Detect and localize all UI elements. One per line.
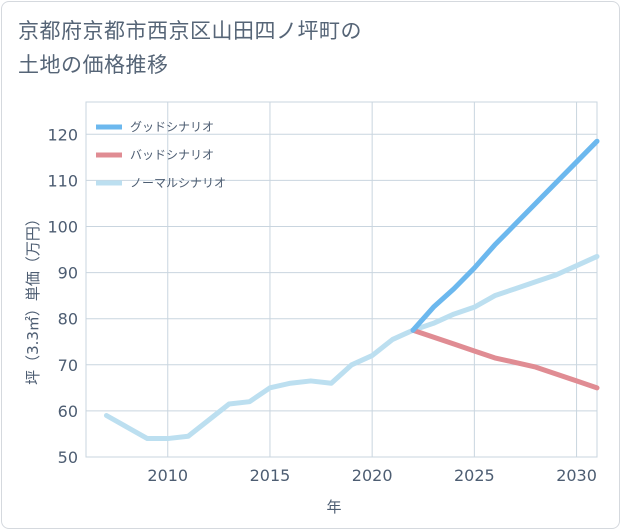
y-tick-label-50: 50 (58, 448, 78, 467)
x-tick-label-2015: 2015 (250, 466, 291, 485)
y-tick-label-60: 60 (58, 402, 78, 421)
chart-title-line2: 土地の価格推移 (18, 53, 169, 77)
chart-title-line1: 京都府京都市西京区山田四ノ坪町の (18, 19, 362, 43)
x-tick-label-2025: 2025 (454, 466, 495, 485)
y-tick-label-90: 90 (58, 264, 78, 283)
y-axis-ticks: 50 60 70 80 90 100 110 120 (47, 125, 78, 467)
legend-label-normal: ノーマルシナリオ (130, 176, 226, 190)
series-line-bad (410, 327, 600, 391)
y-tick-label-110: 110 (47, 171, 78, 190)
series-lines (103, 138, 600, 442)
series-line-good (410, 138, 600, 333)
y-axis-label: 坪（3.3㎡）単価（万円） (24, 211, 42, 385)
x-tick-label-2010: 2010 (147, 466, 188, 485)
chart-title: 京都府京都市西京区山田四ノ坪町の 土地の価格推移 (18, 14, 578, 82)
x-axis-label: 年 (326, 498, 341, 516)
y-tick-label-120: 120 (47, 125, 78, 144)
series-line-normal (103, 253, 600, 442)
y-tick-label-100: 100 (47, 217, 78, 236)
y-tick-label-80: 80 (58, 310, 78, 329)
legend-label-bad: バッドシナリオ (130, 148, 214, 162)
x-tick-label-2030: 2030 (556, 466, 597, 485)
y-tick-label-70: 70 (58, 356, 78, 375)
x-axis-ticks: 2010 2015 2020 2025 2030 (147, 466, 597, 485)
x-tick-label-2020: 2020 (352, 466, 393, 485)
legend-label-good: グッドシナリオ (130, 120, 214, 134)
